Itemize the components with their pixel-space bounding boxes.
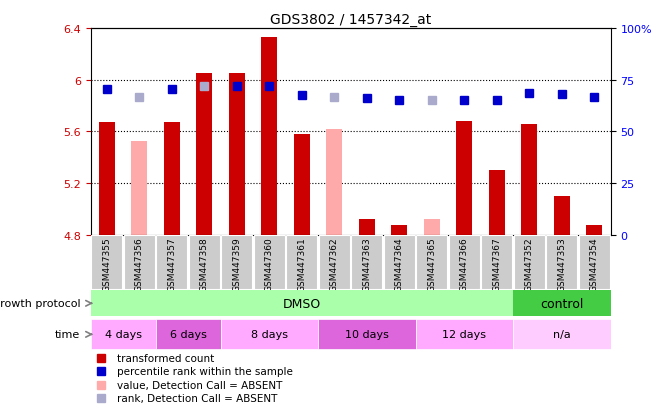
Bar xyxy=(91,291,513,316)
Bar xyxy=(221,320,318,349)
Bar xyxy=(586,225,603,235)
Text: GSM447363: GSM447363 xyxy=(362,237,371,292)
Text: GSM447365: GSM447365 xyxy=(427,237,436,292)
Text: 10 days: 10 days xyxy=(345,330,389,339)
Bar xyxy=(91,320,156,349)
Text: GSM447366: GSM447366 xyxy=(460,237,469,292)
Text: GSM447352: GSM447352 xyxy=(525,237,534,292)
Text: GSM447358: GSM447358 xyxy=(200,237,209,292)
Text: GSM447356: GSM447356 xyxy=(135,237,144,292)
Bar xyxy=(513,291,611,316)
Bar xyxy=(351,235,382,289)
Bar xyxy=(384,235,415,289)
Bar xyxy=(261,38,278,235)
Text: GSM447353: GSM447353 xyxy=(558,237,566,292)
Bar xyxy=(359,220,375,235)
Text: 6 days: 6 days xyxy=(170,330,207,339)
Text: 4 days: 4 days xyxy=(105,330,142,339)
Bar xyxy=(415,320,513,349)
Text: GSM447355: GSM447355 xyxy=(103,237,111,292)
Text: DMSO: DMSO xyxy=(282,297,321,310)
Text: GSM447367: GSM447367 xyxy=(493,237,501,292)
Bar xyxy=(196,74,213,235)
Bar xyxy=(254,235,285,289)
Bar xyxy=(416,235,448,289)
Bar xyxy=(294,135,310,235)
Text: value, Detection Call = ABSENT: value, Detection Call = ABSENT xyxy=(117,380,282,390)
Bar xyxy=(514,235,545,289)
Bar xyxy=(481,235,513,289)
Bar xyxy=(488,171,505,235)
Bar xyxy=(456,122,472,235)
Text: 8 days: 8 days xyxy=(251,330,288,339)
Bar xyxy=(229,74,245,235)
Bar xyxy=(391,225,407,235)
Bar xyxy=(164,123,180,235)
Bar xyxy=(326,130,342,235)
Text: control: control xyxy=(540,297,584,310)
Bar xyxy=(91,235,122,289)
Bar xyxy=(579,235,610,289)
Text: GSM447364: GSM447364 xyxy=(395,237,404,292)
Bar xyxy=(449,235,480,289)
Bar xyxy=(319,235,350,289)
Text: GSM447359: GSM447359 xyxy=(232,237,242,292)
Text: GSM447361: GSM447361 xyxy=(297,237,307,292)
Bar xyxy=(521,124,537,235)
Text: 12 days: 12 days xyxy=(442,330,486,339)
Text: n/a: n/a xyxy=(553,330,571,339)
Text: rank, Detection Call = ABSENT: rank, Detection Call = ABSENT xyxy=(117,393,277,403)
Text: GSM447357: GSM447357 xyxy=(167,237,176,292)
Bar xyxy=(554,197,570,235)
Title: GDS3802 / 1457342_at: GDS3802 / 1457342_at xyxy=(270,12,431,26)
Text: time: time xyxy=(55,330,81,339)
Text: GSM447354: GSM447354 xyxy=(590,237,599,292)
Bar xyxy=(423,220,440,235)
Bar xyxy=(546,235,578,289)
Bar xyxy=(156,320,221,349)
Bar xyxy=(132,141,148,235)
Text: percentile rank within the sample: percentile rank within the sample xyxy=(117,366,293,376)
Bar xyxy=(318,320,415,349)
Bar xyxy=(513,320,611,349)
Bar xyxy=(287,235,317,289)
Text: transformed count: transformed count xyxy=(117,353,214,363)
Text: GSM447362: GSM447362 xyxy=(330,237,339,292)
Bar xyxy=(99,123,115,235)
Bar xyxy=(123,235,155,289)
Bar xyxy=(156,235,187,289)
Text: GSM447360: GSM447360 xyxy=(265,237,274,292)
Bar xyxy=(221,235,252,289)
Text: growth protocol: growth protocol xyxy=(0,299,81,309)
Bar xyxy=(189,235,220,289)
